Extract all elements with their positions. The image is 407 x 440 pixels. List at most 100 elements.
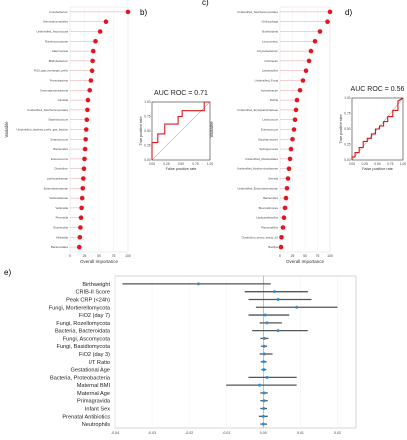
x-tick-label: 0.00 <box>149 162 155 166</box>
importance-point <box>306 58 312 64</box>
importance-point <box>81 176 86 181</box>
x-tick-label: 0.25 <box>163 162 169 166</box>
y-tick-label: 0.25 <box>144 144 150 148</box>
category-label: Fusobacterium <box>50 10 69 14</box>
predictor-label: FiO2 (day 7) <box>79 313 110 319</box>
predictor-label: Fungi, Basidiomycota <box>57 344 111 350</box>
importance-point <box>291 127 297 132</box>
category-label: Unidentified_Erysipelotrichaceae <box>237 108 278 112</box>
category-label: Unidentified_Saccharomycetales <box>27 108 68 112</box>
category-label: Clostridium <box>54 167 69 171</box>
predictor-label: I/T Ratio <box>89 360 110 366</box>
importance-point <box>125 9 131 15</box>
importance-point <box>293 107 299 113</box>
importance-point <box>279 235 284 240</box>
importance-point <box>300 78 306 83</box>
importance-point <box>85 97 91 103</box>
estimate-point <box>262 344 266 348</box>
predictor-label: Infant Sex <box>85 407 110 413</box>
y-tick-label: 0.75 <box>144 115 150 119</box>
estimate-point <box>262 407 266 411</box>
category-label: Bacteroides <box>263 196 278 200</box>
y-axis-label: Variable <box>209 121 214 138</box>
x-tick-label: 0 <box>279 254 281 258</box>
predictor-label: Birthweight <box>82 282 110 288</box>
x-tick-label: 0.75 <box>387 162 393 166</box>
x-tick-label: 75 <box>316 254 320 258</box>
category-label: Serratia <box>268 177 278 181</box>
predictor-label: Fungi, Mortierellomycota <box>49 305 111 311</box>
importance-point <box>80 186 86 191</box>
x-tick-label: 100 <box>327 254 333 258</box>
importance-point <box>290 137 295 142</box>
x-tick-label: 0.00 <box>349 162 355 166</box>
category-label: Rothia <box>270 98 279 102</box>
importance-point <box>79 205 84 211</box>
estimate-point <box>265 375 269 379</box>
importance-point <box>90 58 95 64</box>
x-axis-label: Overall Importance <box>80 259 119 264</box>
category-label: Proteobacteria <box>50 79 69 83</box>
panel-label: c) <box>202 0 209 7</box>
category-label: Unidentified_Ascomycota <box>36 30 68 34</box>
importance-point <box>325 19 330 25</box>
predictor-label: FiO2 (day 3) <box>79 352 110 358</box>
y-tick-label: 0.50 <box>344 127 350 131</box>
predictor-label: Peak CRP (<24h) <box>66 297 110 303</box>
x-tick-label: 0.25 <box>362 162 368 166</box>
importance-point <box>77 235 83 240</box>
importance-point <box>82 146 88 152</box>
predictor-label: Fungi, Ascomycota <box>63 336 111 342</box>
predictor-label: Maternal Age <box>77 391 110 397</box>
importance-point <box>285 176 291 181</box>
importance-point <box>278 244 284 250</box>
estimate-point <box>262 391 266 395</box>
y-tick-label: 0.50 <box>144 129 150 133</box>
x-tick-label: 100 <box>125 254 131 258</box>
category-label: Gemmatimonadetes <box>43 20 69 24</box>
category-label: Brevundimonas <box>259 206 279 210</box>
predictor-label: Prenatal Antibiotics <box>62 414 110 420</box>
y-tick-label: 0.00 <box>144 158 150 162</box>
roc-curve <box>151 101 210 160</box>
importance-point <box>287 156 293 162</box>
category-label: Escherichia <box>54 226 69 230</box>
category-label: Klebsiella <box>56 235 68 239</box>
category-label: Unidentified_bacteria_prefix_gas_fractio… <box>17 128 69 132</box>
x-tick-label: -0.03 <box>148 431 156 435</box>
importance-point <box>281 215 287 220</box>
y-axis-label: Variable <box>4 121 9 138</box>
importance-point <box>85 107 90 113</box>
category-label: Clostridium_sensu_stricto_10 <box>241 235 278 239</box>
category-label: Gammaproteobacteria <box>40 88 68 92</box>
importance-point <box>303 68 309 73</box>
y-tick-label: 0.00 <box>344 158 350 162</box>
x-axis-label: False positive rate <box>166 167 197 171</box>
importance-point <box>87 88 93 93</box>
importance-point <box>312 39 318 44</box>
category-label: Prevotella <box>56 216 69 220</box>
category-label: Lactococcus <box>262 118 278 122</box>
x-tick-label: 0.01 <box>297 431 304 435</box>
x-tick-label: 1.00 <box>400 162 406 166</box>
x-tick-label: 0.50 <box>178 162 184 166</box>
roc-curve <box>351 97 404 160</box>
predictor-label: Neutrophils <box>82 422 110 428</box>
importance-point <box>288 146 294 152</box>
panel-label: d) <box>345 8 352 17</box>
importance-point <box>308 48 314 54</box>
importance-point <box>88 78 94 83</box>
category-label: Ruminococcaceae <box>45 39 68 43</box>
estimate-point <box>261 422 265 426</box>
predictor-label: Bacteria, Proteobacteria <box>50 375 111 381</box>
estimate-point <box>262 399 266 403</box>
estimate-point <box>261 414 265 418</box>
estimate-point <box>196 282 200 286</box>
category-label: Citrobacter <box>264 59 278 63</box>
category-label: Unidentified_Enterobacteriaceae <box>237 186 278 190</box>
importance-point <box>84 117 90 122</box>
predictor-label: Fungi, Rozellomycota <box>56 321 111 327</box>
x-tick-label: 0.02 <box>334 431 341 435</box>
category-label: Lactobacillus <box>262 69 279 73</box>
